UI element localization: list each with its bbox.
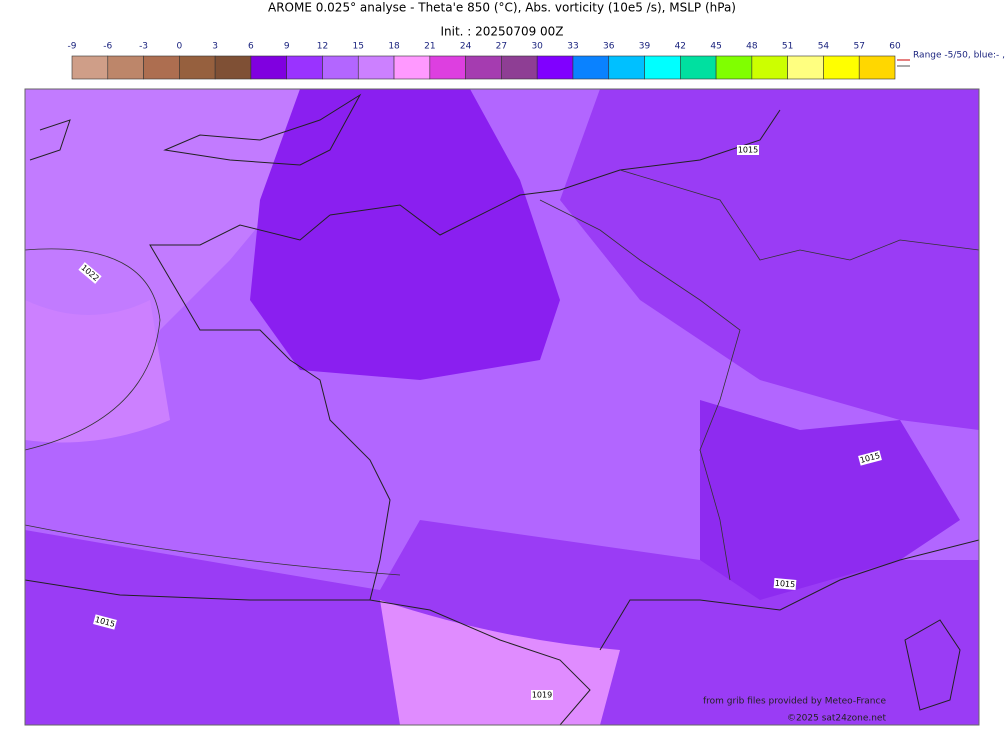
colorbar-tick-label: 0	[176, 42, 182, 52]
colorbar-box	[572, 55, 610, 80]
colorbar-box	[429, 55, 466, 80]
colorbar-tick-label: 36	[603, 42, 615, 52]
field	[700, 400, 960, 600]
colorbar-tick-label: -9	[68, 42, 77, 52]
colorbar-box	[501, 55, 538, 80]
colorbar-tick-label: 3	[212, 42, 218, 52]
colorbar-box	[751, 55, 788, 80]
colorbar-box	[823, 55, 860, 80]
colorbar-box	[143, 55, 180, 80]
field	[25, 300, 170, 443]
colorbar-box	[214, 55, 252, 80]
colorbar-box	[179, 55, 216, 80]
colorbar-box	[644, 55, 681, 80]
field	[380, 600, 620, 725]
colorbar-tick-label: 15	[353, 42, 364, 52]
colorbar-box	[858, 55, 896, 80]
isobar-label-bg	[737, 145, 759, 155]
source-credit: from grib files provided by Meteo-France	[703, 697, 886, 707]
isobar-label: 1019	[531, 690, 553, 700]
colorbar-box	[107, 55, 144, 80]
isobar-label-text: 1015	[738, 146, 758, 155]
colorbar-tick-label: -6	[103, 42, 112, 52]
isobar-label: 1015	[773, 578, 797, 590]
colorbar-box	[250, 55, 287, 80]
isobar-label: 1015	[858, 450, 882, 466]
isobar-label-text: 1019	[532, 691, 552, 700]
range-note: Range -5/50, blue:- , r	[913, 51, 1005, 61]
colorbar-tick-label: 18	[388, 42, 400, 52]
colorbar-box	[680, 55, 717, 80]
colorbar-tick-label: 21	[424, 42, 435, 52]
colorbar-box	[608, 55, 645, 80]
colorbar-box	[465, 55, 502, 80]
colorbar-tick-label: 57	[853, 42, 864, 52]
colorbar-box	[357, 55, 395, 80]
colorbar-tick-label: 27	[496, 42, 507, 52]
isobar-label: 1015	[737, 145, 759, 155]
copyright: ©2025 sat24zone.net	[787, 714, 887, 724]
colorbar-tick-label: 30	[531, 42, 543, 52]
coastlines	[25, 93, 979, 725]
isobar-label-bg	[78, 262, 102, 284]
colorbar-tick-label: 6	[248, 42, 254, 52]
colorbar-tick-label: 51	[782, 42, 793, 52]
title: AROME 0.025° analyse - Theta'e 850 (°C),…	[268, 1, 736, 15]
colorbar-tick-label: 45	[710, 42, 721, 52]
borders	[25, 169, 979, 581]
isobar-label-bg	[773, 578, 797, 590]
colorbar-box	[393, 55, 431, 80]
colorbar-tick-label: -3	[139, 42, 148, 52]
colorbar-tick-label: 39	[639, 42, 651, 52]
colorbar-tick-label: 42	[675, 42, 686, 52]
colorbar-tick-label: 9	[284, 42, 290, 52]
colorbar-box	[322, 55, 359, 80]
colorbar-tick-label: 54	[818, 42, 830, 52]
colorbar: -9 -6 -3 0 3 6 9 12 15 18 21 24 27 30 33 36 39 42 45 48 51 54…	[68, 42, 901, 80]
field	[250, 89, 560, 380]
isobar-label-bg	[93, 614, 117, 630]
field	[560, 89, 979, 430]
colorbar-tick-label: 24	[460, 42, 472, 52]
colorbar-box	[715, 55, 753, 80]
isobar-label-bg	[531, 690, 553, 700]
colorbar-box	[536, 55, 574, 80]
isobar-label: 1015	[93, 614, 117, 630]
colorbar-box	[286, 55, 323, 80]
colorbar-tick-label: 60	[889, 42, 901, 52]
isobar-label-text: 1015	[774, 579, 795, 590]
colorbar-tick-label: 33	[567, 42, 578, 52]
colorbar-tick-label: 48	[746, 42, 758, 52]
colorbar-tick-label: 12	[317, 42, 328, 52]
map-frame	[24, 88, 980, 726]
colorbar-box	[71, 55, 109, 80]
init-time: Init. : 20250709 00Z	[440, 25, 563, 39]
isobar-label-bg	[858, 450, 882, 466]
colorbar-box	[787, 55, 824, 80]
map	[25, 89, 979, 725]
